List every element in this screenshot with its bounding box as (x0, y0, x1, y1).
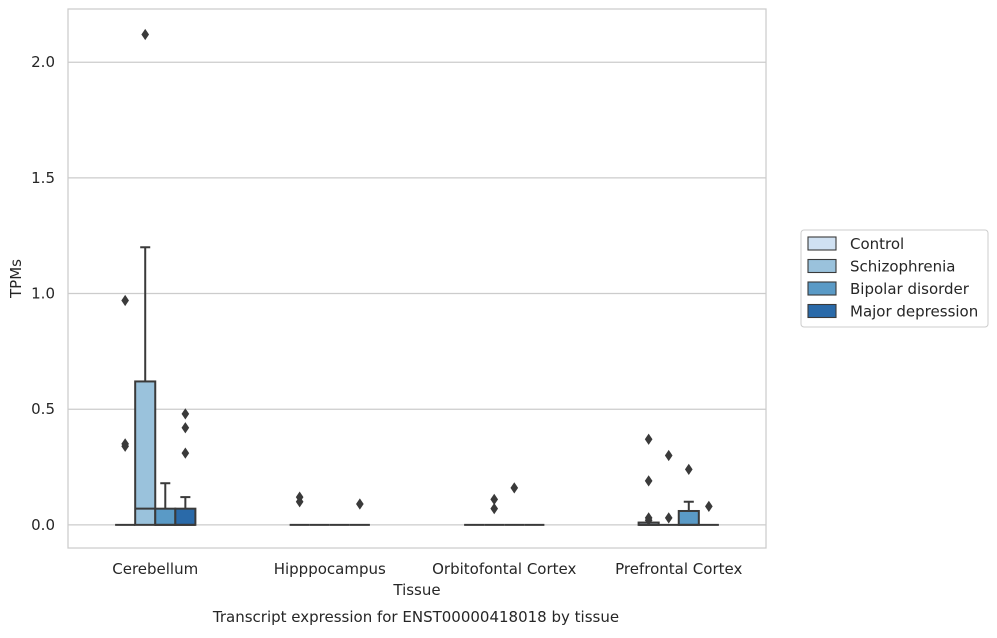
outlier-point (181, 408, 190, 420)
outlier-point (121, 440, 129, 452)
legend-swatch (807, 258, 837, 274)
legend-label: Control (850, 235, 904, 253)
y-tick-label: 1.0 (31, 285, 55, 303)
box-control (637, 433, 660, 526)
plot-frame (67, 8, 767, 549)
outlier-point (644, 433, 653, 445)
legend-swatch (807, 303, 837, 319)
chart-caption: Transcript expression for ENST0000041801… (212, 608, 619, 626)
x-tick-label: Cerebellum (112, 560, 198, 578)
outlier-point (705, 500, 713, 512)
outlier-point (181, 447, 190, 459)
x-axis-ticks: Cerebellum Hipppocampus Orbitofontal Corte… (112, 560, 742, 578)
box-body (154, 507, 177, 526)
box-schizophrenia (484, 493, 505, 526)
y-tick-label: 0.0 (31, 516, 55, 534)
legend-label: Bipolar disorder (850, 280, 970, 298)
box-groups (115, 28, 719, 526)
box-body (677, 509, 700, 526)
outlier-point (644, 514, 653, 526)
box-body (134, 380, 157, 526)
outlier-point (644, 475, 653, 487)
box-schizophrenia (658, 449, 679, 526)
box-major-depression (174, 408, 197, 526)
box-bipolar-disorder (677, 463, 700, 526)
outlier-point (356, 498, 364, 510)
x-tick-label: Orbitofontal Cortex (432, 560, 576, 578)
y-tick-label: 0.5 (31, 400, 55, 418)
grid-lines (68, 61, 766, 526)
box-major-depression (349, 498, 370, 526)
outlier-point (490, 493, 499, 506)
legend-label: Major depression (850, 303, 978, 321)
box-bipolar-disorder (154, 482, 177, 526)
outlier-point (295, 496, 304, 508)
x-tick-label: Prefrontal Cortex (615, 560, 742, 578)
box-bipolar-disorder (504, 482, 525, 526)
outlier-point (141, 28, 150, 41)
y-axis-ticks: 0.0 0.5 1.0 1.5 2.0 (31, 53, 55, 534)
outlier-point (664, 512, 673, 524)
legend: Control Schizophrenia Bipolar disorder Majo… (800, 229, 989, 328)
x-tick-label: Hipppocampus (274, 560, 386, 578)
outlier-point (684, 463, 693, 475)
legend-swatch (807, 236, 837, 251)
box-control (289, 491, 310, 526)
outlier-point (121, 294, 129, 307)
outlier-point (181, 422, 190, 434)
x-axis-label: Tissue (392, 581, 440, 599)
y-axis-label: TPMs (7, 259, 25, 299)
outlier-point (490, 503, 499, 515)
box-body (174, 507, 197, 526)
legend-frame (800, 229, 989, 328)
outlier-point (664, 449, 673, 462)
outlier-point (510, 482, 519, 494)
y-tick-label: 2.0 (31, 53, 55, 71)
box-schizophrenia (134, 28, 157, 526)
legend-label: Schizophrenia (850, 258, 955, 276)
box-major-depression (698, 500, 719, 526)
box-control (115, 294, 136, 526)
legend-swatch (807, 281, 837, 296)
y-tick-label: 1.5 (31, 169, 55, 187)
